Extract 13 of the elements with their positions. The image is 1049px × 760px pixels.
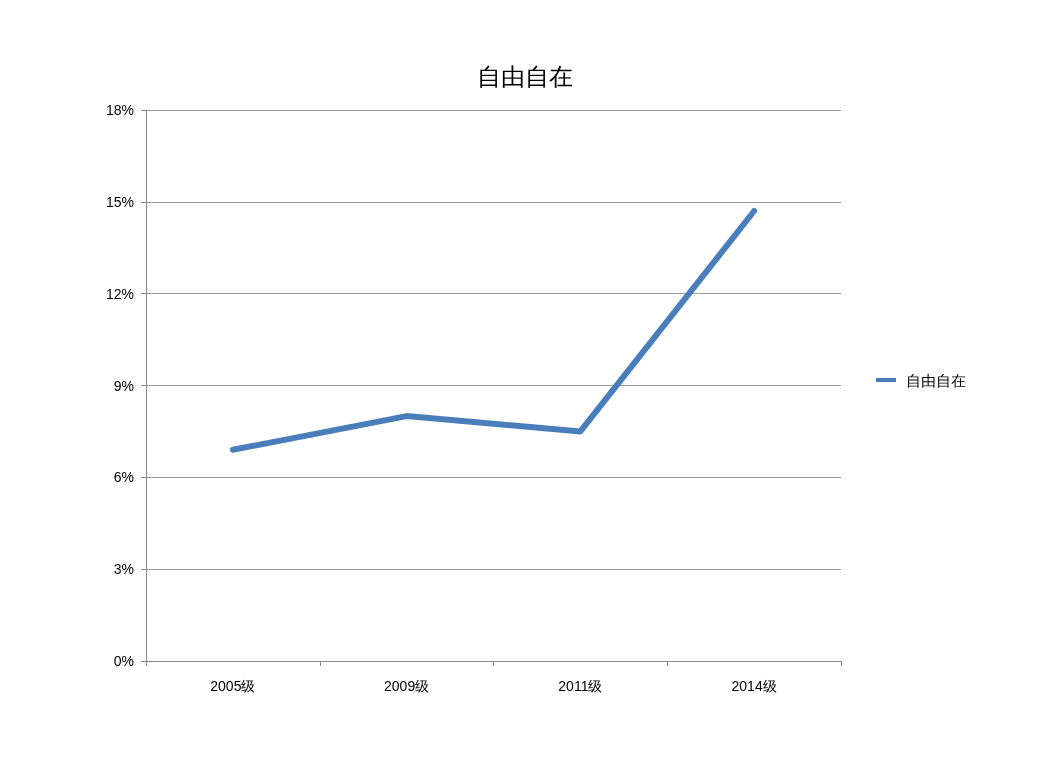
chart-title: 自由自在 [476, 63, 573, 91]
y-tick-label: 12% [105, 285, 134, 302]
y-tick-label: 15% [105, 193, 134, 210]
x-tick-label: 2005级 [210, 678, 256, 694]
y-tick-label: 6% [113, 469, 134, 486]
y-tick-label: 18% [105, 102, 134, 118]
y-tick-label: 3% [113, 561, 134, 578]
y-tick-label: 0% [113, 653, 134, 669]
x-tick-label: 2014级 [731, 678, 777, 694]
legend-label: 自由自在 [906, 371, 966, 389]
x-tick-label: 2009级 [384, 678, 430, 694]
y-tick-label: 9% [113, 377, 134, 394]
x-tick-label: 2011级 [558, 678, 603, 694]
